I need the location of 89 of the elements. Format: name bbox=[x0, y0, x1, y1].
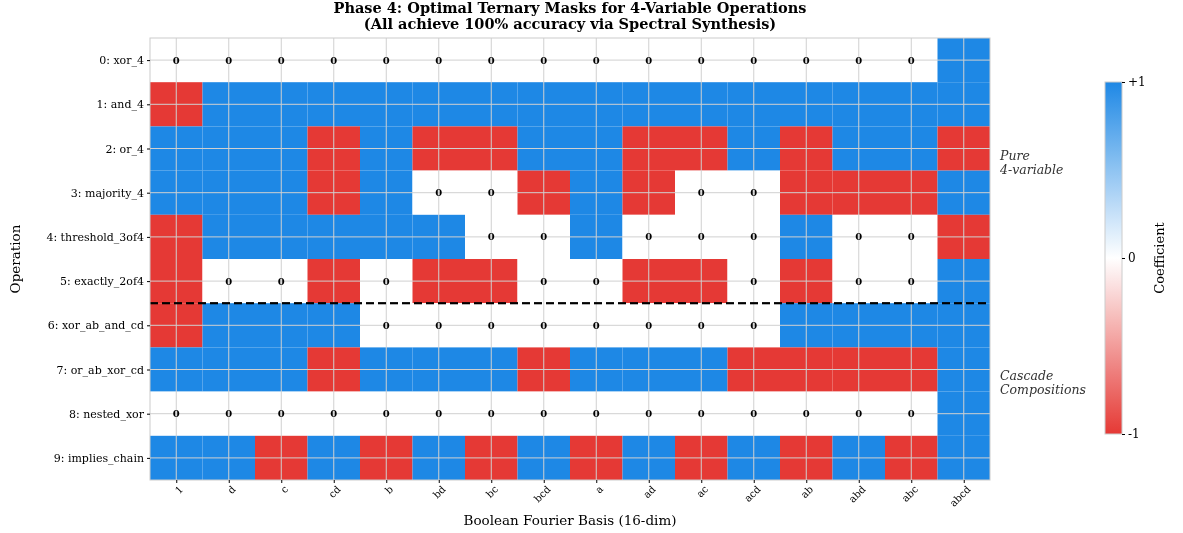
data-label: 0 bbox=[277, 275, 285, 287]
data-label: 0 bbox=[540, 408, 548, 420]
x-tick-label: abc bbox=[899, 483, 921, 505]
data-label: 0 bbox=[540, 54, 548, 66]
data-label: 0 bbox=[802, 54, 810, 66]
data-label: 0 bbox=[592, 54, 600, 66]
data-label: 0 bbox=[907, 408, 915, 420]
data-label: 0 bbox=[855, 231, 863, 243]
data-label: 0 bbox=[592, 319, 600, 331]
data-label: 0 bbox=[540, 319, 548, 331]
data-label: 0 bbox=[225, 54, 233, 66]
data-label: 0 bbox=[435, 54, 443, 66]
x-tick-label: bc bbox=[483, 483, 501, 500]
x-tick-label: ac bbox=[694, 483, 711, 500]
data-label: 0 bbox=[750, 408, 758, 420]
data-label: 0 bbox=[172, 54, 180, 66]
data-label: 0 bbox=[645, 408, 653, 420]
data-label: 0 bbox=[750, 231, 758, 243]
x-axis-title: Boolean Fourier Basis (16-dim) bbox=[463, 512, 677, 528]
data-label: 0 bbox=[855, 275, 863, 287]
data-label: 0 bbox=[382, 408, 390, 420]
data-label: 0 bbox=[697, 319, 705, 331]
data-label: 0 bbox=[697, 187, 705, 199]
data-label: 0 bbox=[697, 231, 705, 243]
y-tick-label: 1: and_4 bbox=[96, 98, 144, 112]
data-label: 0 bbox=[487, 231, 495, 243]
y-tick-label: 8: nested_xor bbox=[69, 407, 145, 421]
text: Cascade Compositions bbox=[1000, 368, 1086, 398]
color-bar-label: +1 bbox=[1128, 75, 1146, 90]
data-label: 0 bbox=[382, 319, 390, 331]
x-tick-label: ab bbox=[798, 483, 816, 501]
data-label: 0 bbox=[172, 408, 180, 420]
y-tick-label: 6: xor_ab_and_cd bbox=[47, 319, 144, 333]
data-label: 0 bbox=[487, 319, 495, 331]
y-tick-label: 7: or_ab_xor_cd bbox=[56, 363, 144, 377]
y-tick-label: 5: exactly_2of4 bbox=[60, 275, 144, 289]
data-label: 0 bbox=[645, 231, 653, 243]
data-label: 0 bbox=[277, 408, 285, 420]
x-tick-label: c bbox=[278, 483, 291, 496]
data-label: 0 bbox=[592, 408, 600, 420]
y-axis-title: Operation bbox=[7, 224, 23, 294]
x-tick-label: b bbox=[382, 483, 396, 496]
data-label: 0 bbox=[802, 408, 810, 420]
data-label: 0 bbox=[645, 319, 653, 331]
data-label: 0 bbox=[907, 54, 915, 66]
data-label: 0 bbox=[592, 275, 600, 287]
data-label: 0 bbox=[330, 54, 338, 66]
data-label: 0 bbox=[855, 54, 863, 66]
data-label: 0 bbox=[645, 54, 653, 66]
x-tick-label: a bbox=[593, 483, 606, 496]
x-tick-label: ad bbox=[641, 483, 659, 501]
data-label: 0 bbox=[487, 187, 495, 199]
data-label: 0 bbox=[330, 408, 338, 420]
data-label: 0 bbox=[540, 231, 548, 243]
data-label: 0 bbox=[487, 54, 495, 66]
data-label: 0 bbox=[435, 408, 443, 420]
data-label: 0 bbox=[225, 275, 233, 287]
x-tick-label: acd bbox=[742, 483, 764, 505]
x-tick-label: 1 bbox=[172, 483, 186, 496]
data-label: 0 bbox=[540, 275, 548, 287]
x-tick-label: cd bbox=[326, 483, 344, 500]
data-label: 0 bbox=[435, 187, 443, 199]
data-label: 0 bbox=[855, 408, 863, 420]
y-tick-label: 0: xor_4 bbox=[99, 54, 144, 68]
data-label: 0 bbox=[697, 408, 705, 420]
data-label: 0 bbox=[907, 275, 915, 287]
data-label: 0 bbox=[750, 187, 758, 199]
y-tick-label: 3: majority_4 bbox=[70, 186, 144, 200]
data-label: 0 bbox=[435, 319, 443, 331]
data-label: 0 bbox=[277, 54, 285, 66]
data-label: 0 bbox=[697, 54, 705, 66]
color-bar-label: -1 bbox=[1128, 427, 1140, 442]
color-bar-title: Coefficient bbox=[1152, 221, 1167, 294]
data-label: 0 bbox=[750, 319, 758, 331]
data-label: 0 bbox=[382, 54, 390, 66]
y-tick-label: 4: threshold_3of4 bbox=[46, 230, 144, 244]
data-label: 0 bbox=[382, 275, 390, 287]
data-label: 0 bbox=[750, 275, 758, 287]
chart-title: Phase 4: Optimal Ternary Masks for 4-Variable Operations (All achieve 100% accuracy via Spectral Synthesis) bbox=[333, 0, 807, 32]
x-tick-label: d bbox=[225, 483, 239, 496]
data-label: 0 bbox=[225, 408, 233, 420]
data-label: 0 bbox=[487, 408, 495, 420]
data-label: 0 bbox=[907, 231, 915, 243]
color-bar-label: 0 bbox=[1128, 251, 1136, 266]
text: Pure 4-variable bbox=[999, 148, 1064, 178]
y-tick-label: 9: implies_chain bbox=[53, 451, 144, 465]
data-label: 0 bbox=[750, 54, 758, 66]
x-tick-label: bd bbox=[430, 483, 449, 501]
y-tick-label: 2: or_4 bbox=[105, 142, 144, 156]
